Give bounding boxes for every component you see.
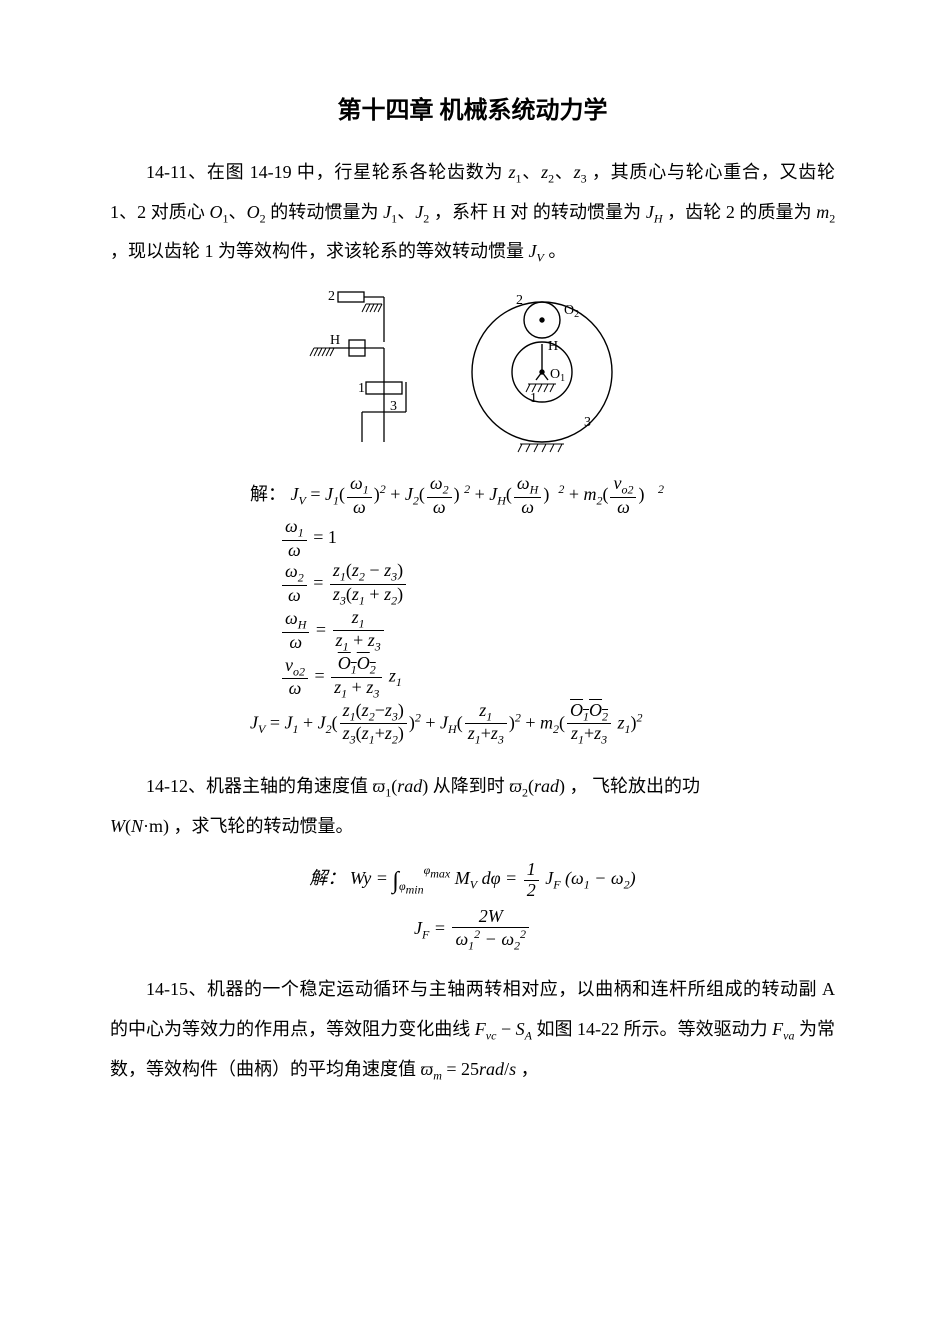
svg-text:H: H	[548, 339, 558, 354]
document-page: 第十四章 机械系统动力学 14-11、在图 14-19 中，行星轮系各轮齿数为 …	[0, 0, 945, 1337]
eq-jf: JF = 2Wω12 − ω22	[309, 907, 635, 953]
eq-jv-sum: 解： JV = J1(ω1ω)2 + J2(ω2ω) 2 + JH(ωHω) 2…	[250, 474, 835, 518]
svg-text:2: 2	[328, 289, 335, 304]
svg-text:1: 1	[530, 391, 537, 406]
planetary-gear-diagram: 2 O2 H O1 1 3	[442, 284, 642, 454]
text: 14-12、机器主轴的角速度值	[146, 776, 368, 796]
svg-text:H: H	[330, 333, 340, 348]
figure-14-19: 2 H 1 3	[110, 284, 835, 454]
text: ，	[521, 1059, 539, 1079]
solution-14-11: 解： JV = J1(ω1ω)2 + J2(ω2ω) 2 + JH(ωHω) 2…	[250, 474, 835, 747]
svg-text:1: 1	[358, 381, 365, 396]
eq-wh: ωHω = z1z1 + z3	[250, 608, 835, 655]
text: ， 飞轮放出的功	[569, 776, 700, 796]
text: 从降到时	[433, 776, 505, 796]
text: 。	[548, 241, 566, 261]
text: ，现以齿轮 1 为等效构件，求该轮系的等效转动惯量	[110, 241, 524, 261]
text: 14-11、在图 14-19 中，行星轮系各轮齿数为	[146, 162, 503, 182]
eq-w1: ω1ω = 1	[250, 517, 835, 561]
chapter-title: 第十四章 机械系统动力学	[110, 90, 835, 125]
svg-text:2: 2	[516, 293, 523, 308]
eq-w2: ω2ω = z1(z2 − z3)z3(z1 + z2)	[250, 561, 835, 608]
text: ，求飞轮的转动惯量。	[174, 816, 354, 836]
svg-text:3: 3	[390, 399, 397, 414]
eq-jv-final: JV = J1 + J2(z1(z2−z3)z3(z1+z2))2 + JH(z…	[250, 701, 835, 748]
problem-14-12-text: 14-12、机器主轴的角速度值 ϖ1(rad) 从降到时 ϖ2(rad) ， 飞…	[110, 767, 835, 846]
gear-shaft-schematic: 2 H 1 3	[304, 284, 414, 454]
text: 如图 14-22 所示。等效驱动力	[536, 1019, 767, 1039]
text: 的转动惯量为	[270, 202, 378, 222]
problem-14-15-text: 14-15、机器的一个稳定运动循环与主轴两转相对应，以曲柄和连杆所组成的转动副 …	[110, 970, 835, 1089]
solution-14-12: 解： Wy = ∫φminφmax MV dφ = 12 JF (ω1 − ω2…	[309, 856, 635, 952]
text: ，系杆 H 对	[434, 202, 528, 222]
text: 的转动惯量为	[533, 202, 641, 222]
eq-vo2: vo2ω = O1O2z1 + z3 z1	[250, 654, 835, 701]
text: ，齿轮 2 的质量为	[667, 202, 812, 222]
problem-14-11-text: 14-11、在图 14-19 中，行星轮系各轮齿数为 z1、z2、z3 ，其质心…	[110, 153, 835, 272]
eq-wy: 解： Wy = ∫φminφmax MV dφ = 12 JF (ω1 − ω2…	[309, 856, 635, 906]
svg-text:3: 3	[584, 415, 591, 430]
svg-text:O2: O2	[564, 303, 579, 320]
svg-text:O1: O1	[550, 367, 565, 384]
